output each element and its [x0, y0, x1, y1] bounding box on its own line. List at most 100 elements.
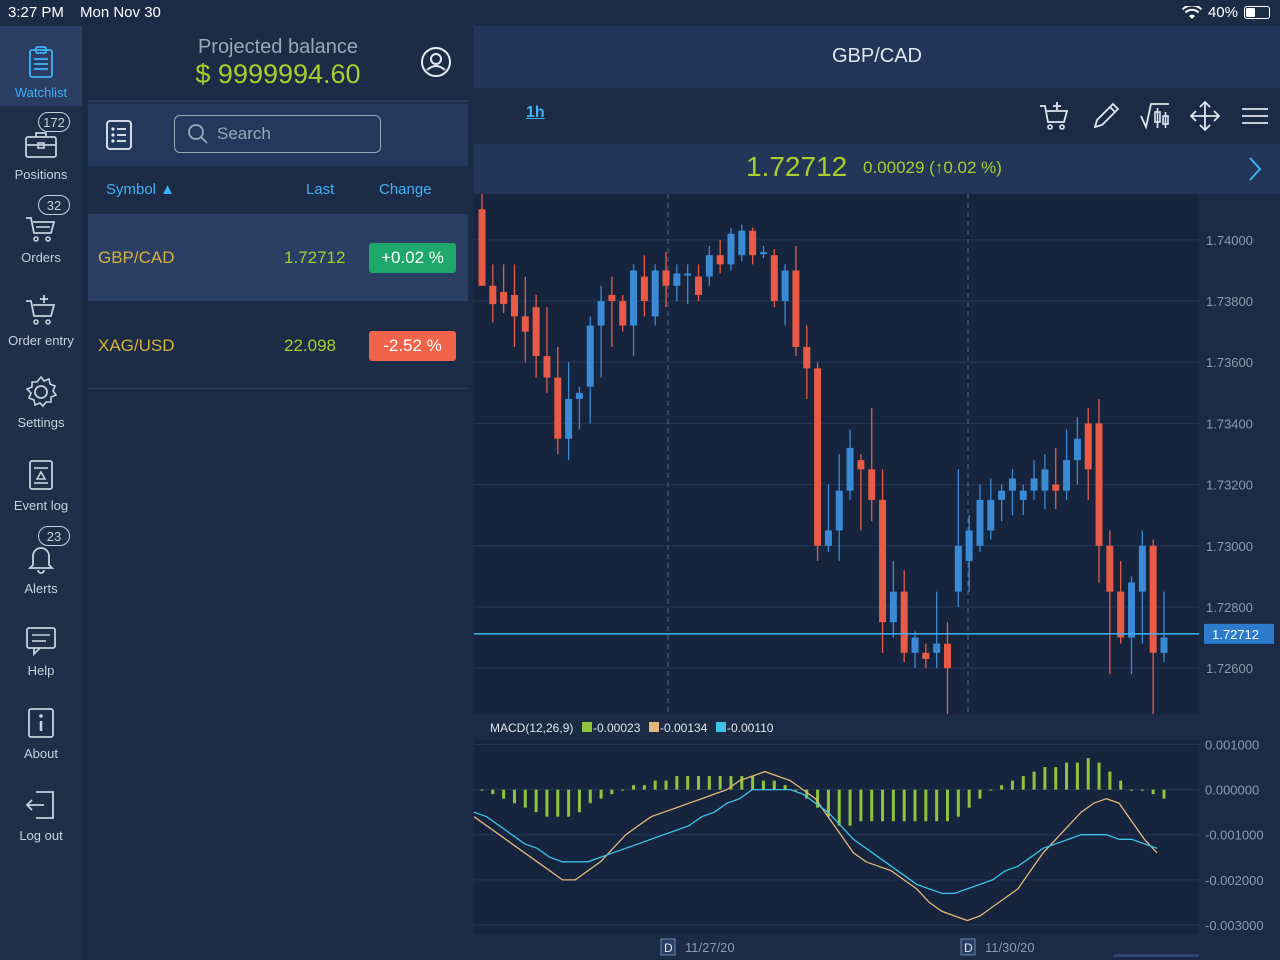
nav-log-out[interactable]: Log out — [0, 769, 82, 849]
left-nav: Watchlist Positions 172 Orders 32 Order entry… — [0, 26, 82, 960]
macd-histogram-bar — [881, 789, 885, 822]
macd-histogram-bar — [729, 776, 733, 790]
move-icon[interactable] — [1189, 100, 1221, 132]
current-price: 1.72712 — [746, 151, 848, 182]
candle-body — [900, 591, 908, 653]
balance-header: Projected balance $ 9999994.60 — [88, 26, 468, 102]
column-last[interactable]: Last — [306, 181, 335, 198]
candle-body — [684, 273, 692, 276]
price-bar: 1.72712 0.00029 (↑0.02 %) — [474, 144, 1280, 194]
macd-label: MACD(12,26,9) — [490, 721, 573, 735]
info-icon — [28, 708, 54, 738]
nav-about[interactable]: About — [0, 687, 82, 767]
candle-body — [705, 255, 713, 277]
macd-histogram-bar — [1108, 771, 1112, 790]
macd-histogram-bar — [826, 789, 830, 817]
watchlist-panel: Projected balance $ 9999994.60 Search Sy… — [88, 26, 468, 960]
nav-help[interactable]: Help — [0, 604, 82, 684]
candle-body — [554, 377, 562, 439]
macd-histogram-bar — [534, 789, 538, 813]
macd-histogram-bar — [1065, 762, 1069, 790]
candle-body — [1084, 423, 1092, 470]
candle-body — [532, 307, 540, 357]
macd-histogram-bar — [664, 780, 668, 790]
macd-histogram-bar — [761, 780, 765, 790]
macd-histogram-bar — [653, 780, 657, 790]
candle-body — [1063, 460, 1071, 491]
macd-histogram-bar — [610, 789, 614, 795]
status-bar: 3:27 PM Mon Nov 30 40% — [0, 0, 1280, 26]
column-symbol[interactable]: Symbol ▲ — [106, 181, 176, 198]
macd-histogram-bar — [848, 789, 852, 826]
candle-body — [770, 255, 778, 302]
column-change[interactable]: Change — [379, 181, 432, 198]
indicator-icon[interactable] — [1139, 100, 1171, 132]
macd-legend-value: -0.00023 — [593, 721, 641, 735]
price-chart[interactable]: 1.74000 1.73800 1.73600 1.73400 1.73200 1.730… — [474, 194, 1280, 960]
briefcase-icon — [25, 132, 57, 158]
search-placeholder: Search — [217, 124, 271, 143]
nav-alerts[interactable]: Alerts 23 — [0, 522, 82, 602]
macd-histogram-bar — [794, 789, 798, 791]
nav-watchlist[interactable]: Watchlist — [0, 26, 82, 106]
profile-icon[interactable] — [420, 46, 452, 78]
battery-icon — [1244, 6, 1270, 19]
candle-body — [954, 545, 962, 592]
chevron-right-icon[interactable] — [1248, 156, 1262, 182]
macd-histogram-bar — [1086, 758, 1090, 790]
candle-body — [662, 270, 670, 286]
candle-body — [586, 325, 594, 387]
badge-count: 23 — [38, 526, 70, 546]
nav-settings[interactable]: Settings — [0, 356, 82, 436]
macd-histogram-bar — [1021, 776, 1025, 790]
macd-histogram-bar — [621, 789, 625, 791]
macd-histogram-bar — [783, 785, 787, 790]
document-icon — [29, 460, 53, 490]
candle-body — [781, 270, 789, 302]
nav-label: Help — [27, 663, 55, 678]
pencil-icon[interactable] — [1090, 100, 1122, 132]
date-label: 11/27/20 — [685, 940, 735, 955]
macd-histogram-bar — [632, 785, 636, 790]
macd-histogram-bar — [1054, 767, 1058, 790]
timeframe-button[interactable]: 1h — [526, 104, 545, 121]
macd-histogram-bar — [523, 789, 527, 808]
current-price-tag — [1204, 623, 1274, 644]
macd-histogram-bar — [1000, 785, 1004, 790]
price-tick-label: 1.73600 — [1206, 355, 1253, 370]
candle-body — [857, 460, 865, 470]
nav-orders[interactable]: Orders 32 — [0, 191, 82, 271]
price-tick-label: 1.73800 — [1206, 294, 1253, 309]
macd-histogram-bar — [1075, 762, 1079, 790]
status-time: 3:27 PM — [8, 4, 64, 21]
nav-event-log[interactable]: Event log — [0, 439, 82, 519]
menu-icon[interactable] — [1239, 100, 1271, 132]
macd-histogram-bar — [599, 789, 603, 799]
macd-histogram-bar — [675, 776, 679, 790]
macd-histogram-bar — [512, 789, 516, 804]
candle-body — [749, 230, 757, 256]
status-battery: 40% — [1181, 4, 1270, 21]
watchlist-row[interactable]: GBP/CAD 1.72712 +0.02 % — [88, 214, 468, 301]
chart-toolbar: 1h — [474, 88, 1280, 142]
macd-histogram-bar — [480, 789, 484, 791]
candle-body — [565, 398, 573, 439]
candle-body — [1117, 591, 1125, 638]
cart-add-icon[interactable] — [1038, 100, 1070, 132]
watchlist-row[interactable]: XAG/USD 22.098 -2.52 % — [88, 302, 468, 389]
bell-icon — [27, 547, 55, 574]
candle-body — [998, 490, 1006, 500]
candle-body — [1128, 582, 1136, 638]
nav-order-entry[interactable]: Order entry — [0, 274, 82, 354]
nav-label: Alerts — [24, 581, 58, 596]
list-view-icon[interactable] — [106, 120, 132, 150]
search-input[interactable]: Search — [174, 115, 381, 153]
macd-histogram-bar — [642, 785, 646, 790]
candle-body — [575, 392, 583, 399]
price-tick-label: 1.73400 — [1206, 416, 1253, 431]
macd-histogram-bar — [805, 789, 809, 799]
nav-positions[interactable]: Positions 172 — [0, 108, 82, 188]
nav-label: Order entry — [8, 333, 74, 348]
macd-histogram-bar — [686, 776, 690, 790]
candle-body — [803, 346, 811, 369]
